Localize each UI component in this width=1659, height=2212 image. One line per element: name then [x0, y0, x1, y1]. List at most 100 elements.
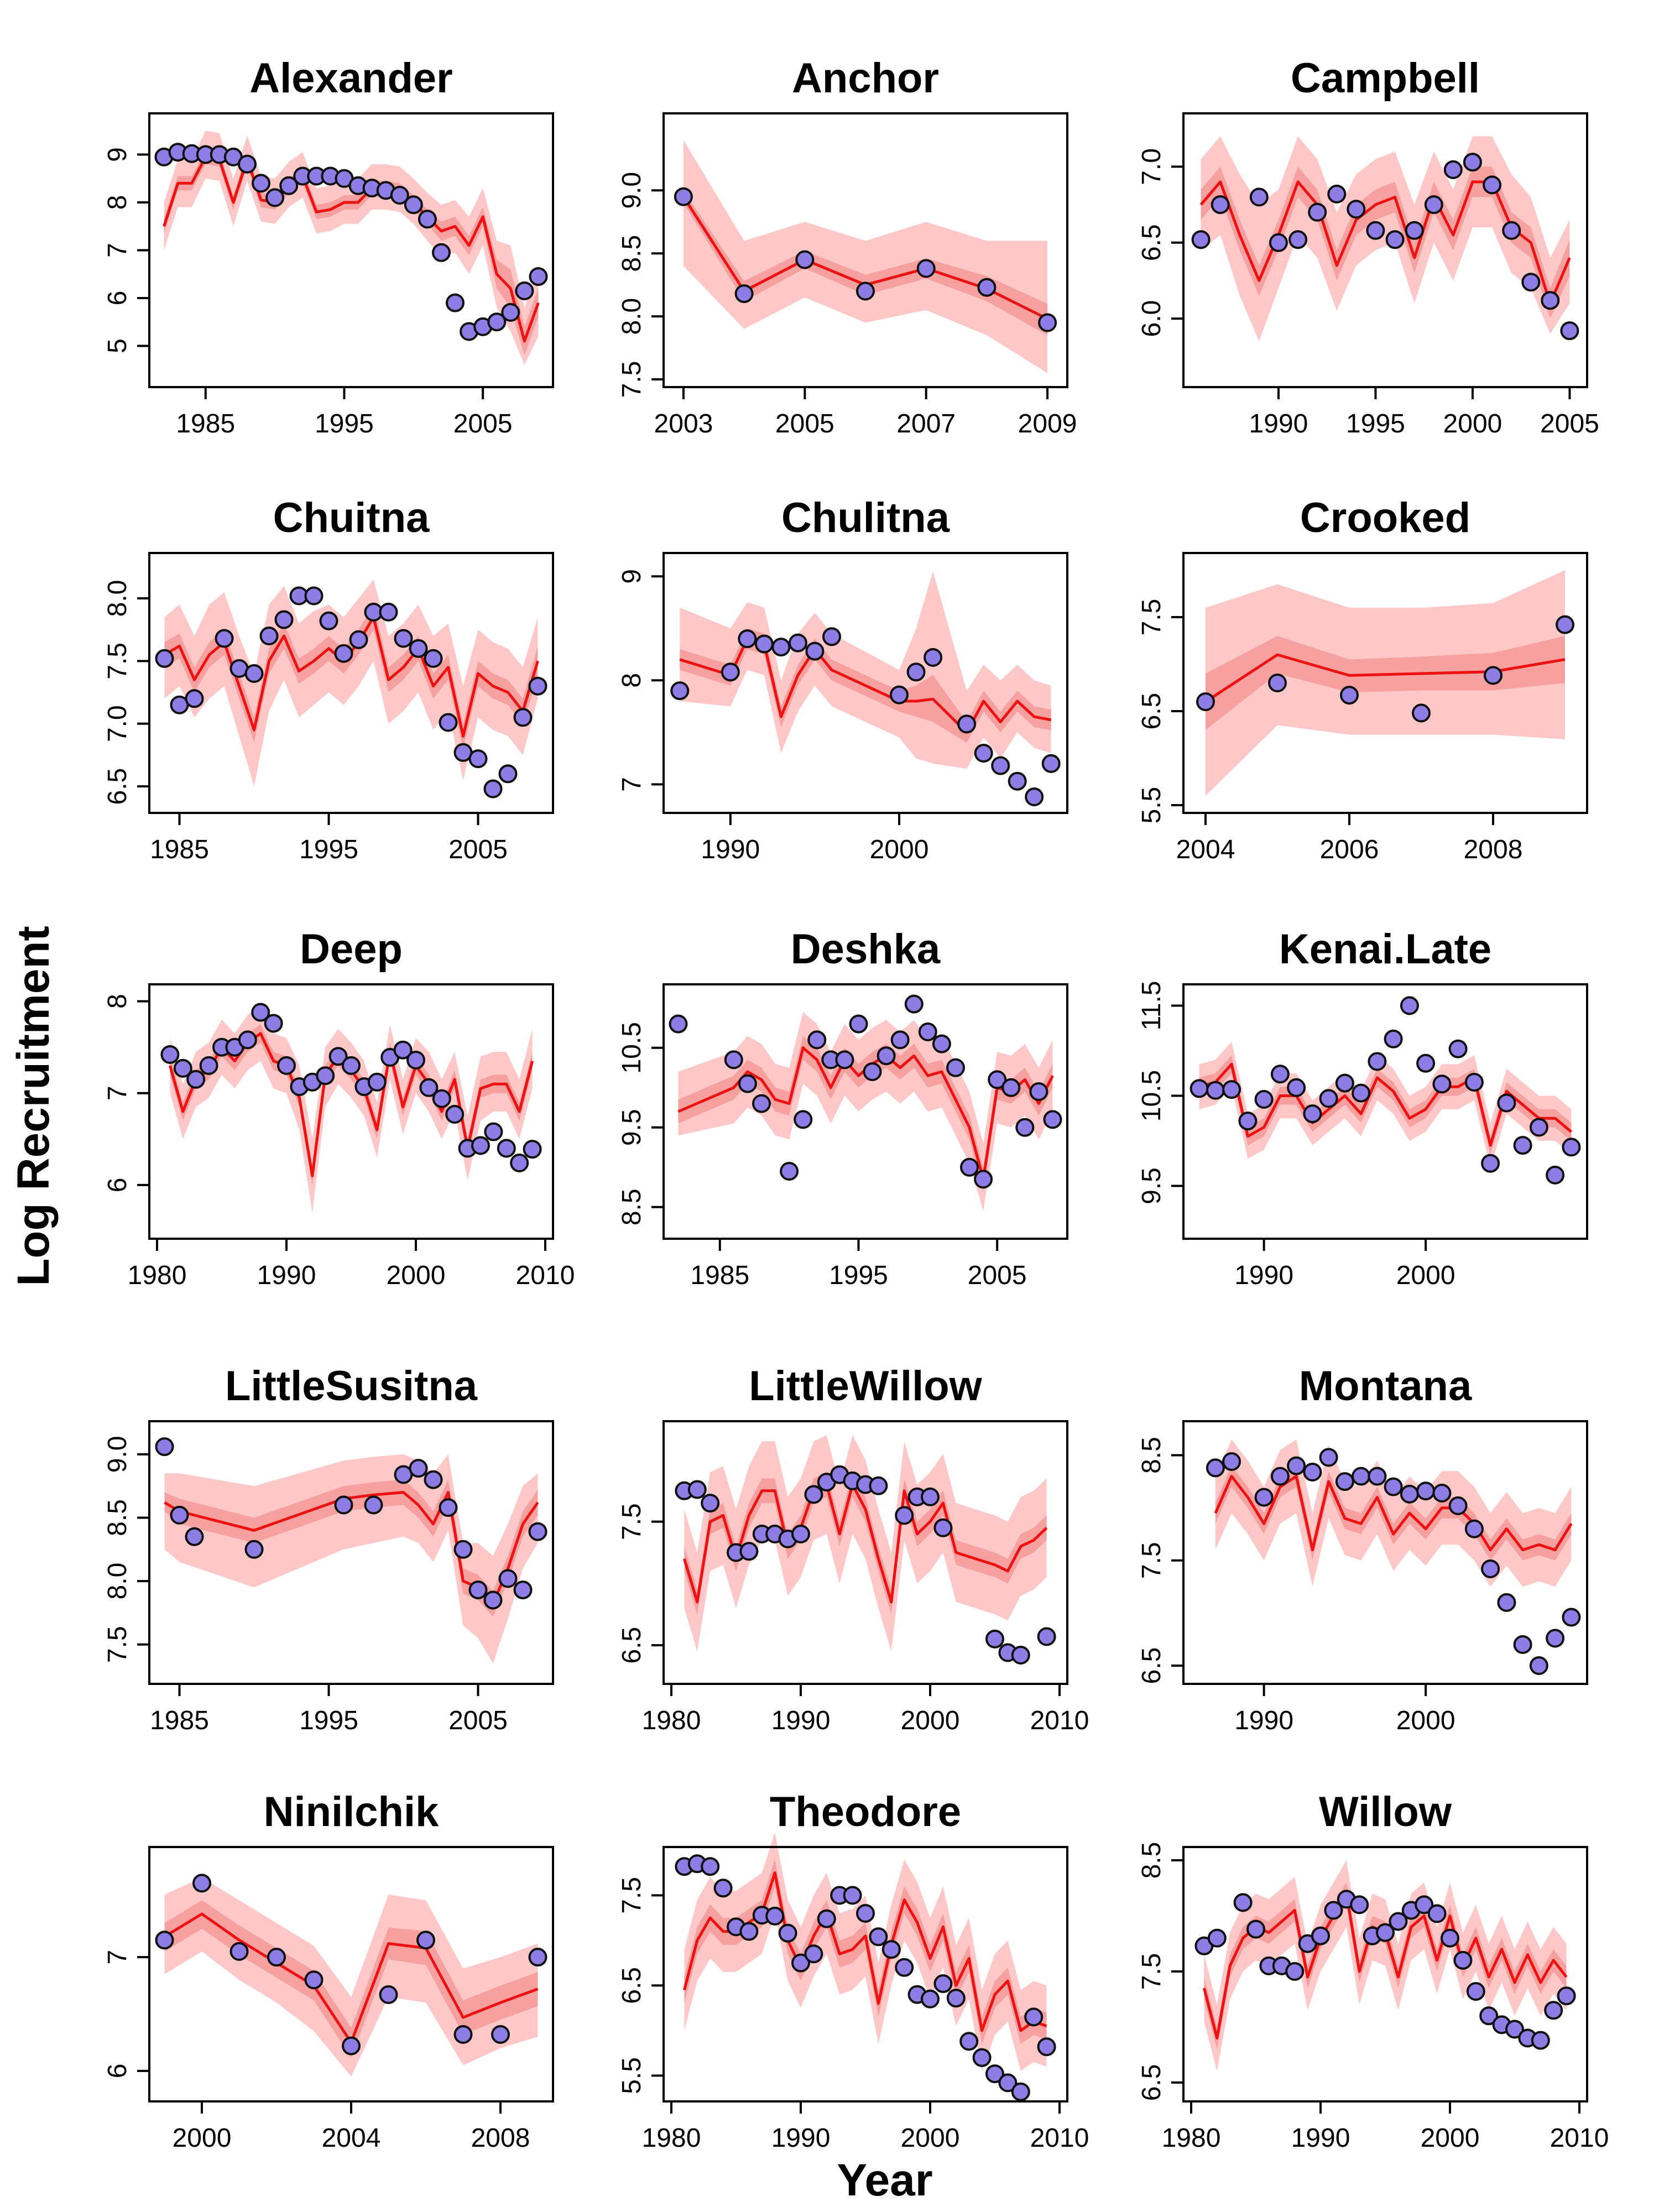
- observed-point: [1254, 1488, 1274, 1507]
- fitted-line: [163, 155, 540, 343]
- inner-credible-band: [1199, 1055, 1572, 1155]
- observed-point: [432, 1089, 451, 1108]
- panel-chuitna: Chuitna 1985 1995 2005 6.5 7.0 7.5 8.0: [103, 494, 554, 864]
- observed-point: [1249, 187, 1269, 207]
- observed-point: [328, 1047, 348, 1066]
- observed-point: [739, 1542, 759, 1561]
- observed-point: [1008, 771, 1027, 791]
- plot-frame: [1182, 552, 1588, 814]
- panel-alexander: Alexander 1985 1995 2005 5 6 7 8 9: [103, 55, 554, 439]
- observed-point: [1327, 184, 1347, 204]
- observed-point: [394, 629, 413, 648]
- observed-point: [515, 281, 534, 300]
- observed-point: [497, 1139, 516, 1158]
- observed-point: [1385, 230, 1405, 249]
- observed-point: [1443, 160, 1463, 179]
- observed-point: [1037, 1627, 1056, 1646]
- observed-point: [160, 1045, 180, 1064]
- observed-point: [1531, 2031, 1550, 2050]
- y-tick-label: 8: [103, 994, 132, 1009]
- observed-point: [491, 2025, 510, 2044]
- plot-frame: [662, 552, 1068, 814]
- y-tick-label: 6.5: [103, 768, 132, 805]
- panel-title: Chulitna: [781, 494, 950, 541]
- x-tick-label: 2000: [1421, 2124, 1480, 2153]
- observed-point: [1560, 321, 1579, 341]
- y-tick-label: 9: [103, 147, 132, 162]
- observed-point: [342, 1056, 361, 1075]
- observed-point: [513, 708, 533, 727]
- observed-point: [528, 676, 547, 696]
- observed-point: [244, 1540, 264, 1559]
- observed-point: [1556, 615, 1574, 634]
- y-tick-label: 7: [617, 777, 646, 792]
- panel-littlewillow: LittleWillow 1980 1990 2000 2010 6.5 7.5: [617, 1363, 1089, 1735]
- y-tick-label: 9: [617, 569, 646, 584]
- x-tick-label: 1995: [315, 409, 374, 439]
- observed-point: [1288, 230, 1308, 249]
- panel-title: Theodore: [770, 1788, 961, 1835]
- y-tick-label: 7.5: [617, 1503, 646, 1540]
- observed-point: [409, 1459, 428, 1478]
- x-tick-label: 2010: [1030, 2124, 1089, 2153]
- observed-point: [1011, 2082, 1030, 2101]
- y-tick-label: 11.5: [1137, 981, 1166, 1031]
- observed-point: [1389, 1912, 1408, 1931]
- observed-point: [229, 1942, 249, 1961]
- observed-point: [453, 1540, 473, 1559]
- observed-point: [895, 1506, 914, 1525]
- observed-point: [1453, 1950, 1473, 1970]
- x-tick-label: 2008: [1464, 835, 1523, 864]
- y-tick-label: 7.5: [1137, 1953, 1166, 1990]
- observed-point: [1025, 787, 1044, 806]
- observed-point: [895, 1958, 914, 1977]
- observed-point: [849, 1014, 868, 1034]
- outer-credible-band: [684, 1832, 1047, 2072]
- y-tick-label: 7: [103, 1086, 132, 1100]
- panel-title: Chuitna: [273, 494, 430, 541]
- observed-point: [1308, 202, 1327, 222]
- x-tick-label: 1985: [150, 835, 209, 864]
- observed-point: [416, 1931, 435, 1950]
- y-tick-label: 6.0: [1137, 300, 1166, 337]
- observed-point: [1191, 230, 1211, 249]
- observed-point: [1335, 1472, 1354, 1491]
- observed-point: [155, 1931, 174, 1950]
- panel-title: Campbell: [1291, 55, 1480, 102]
- y-tick-label: 6.5: [1137, 224, 1166, 261]
- observed-point: [1546, 1629, 1565, 1648]
- panels-group: Alexander 1985 1995 2005 5 6 7 8 9 Anchor 2003 2005…: [103, 55, 1609, 2153]
- observed-point: [1415, 1895, 1434, 1914]
- observed-point: [795, 250, 815, 269]
- panel-title: Crooked: [1300, 494, 1470, 541]
- inner-credible-band: [1201, 166, 1570, 319]
- observed-point: [1483, 175, 1502, 195]
- outer-credible-band: [1199, 1041, 1572, 1168]
- observed-point: [498, 1569, 518, 1588]
- panel-theodore: Theodore 1980 1990 2000 2010 5.5 6.5 7.5: [617, 1788, 1089, 2153]
- x-tick-label: 1990: [257, 1261, 316, 1290]
- x-tick-label: 1990: [1291, 2124, 1350, 2153]
- y-tick-label: 6: [103, 1178, 132, 1193]
- outer-credible-band: [1215, 1439, 1572, 1587]
- plot-frame: [148, 552, 554, 814]
- observed-point: [1557, 1986, 1576, 2006]
- y-tick-label: 7.5: [103, 1626, 132, 1663]
- observed-point: [1233, 1893, 1253, 1912]
- x-tick-label: 2007: [896, 409, 956, 439]
- observed-point: [1024, 2007, 1044, 2027]
- observed-point: [1400, 1484, 1419, 1504]
- observed-point: [513, 1580, 533, 1600]
- observed-point: [807, 1030, 827, 1050]
- observed-point: [364, 1495, 383, 1515]
- observed-point: [349, 630, 368, 649]
- observed-point: [1505, 2020, 1524, 2039]
- panel-title: LittleWillow: [749, 1363, 982, 1410]
- observed-point: [406, 1051, 425, 1070]
- observed-point: [739, 1922, 759, 1941]
- observed-point: [805, 641, 825, 661]
- y-tick-label: 7.5: [617, 1877, 646, 1914]
- plot-frame: [662, 112, 1068, 388]
- panel-montana: Montana 1990 2000 6.5 7.5 8.5: [1137, 1363, 1588, 1735]
- observed-point: [483, 779, 503, 799]
